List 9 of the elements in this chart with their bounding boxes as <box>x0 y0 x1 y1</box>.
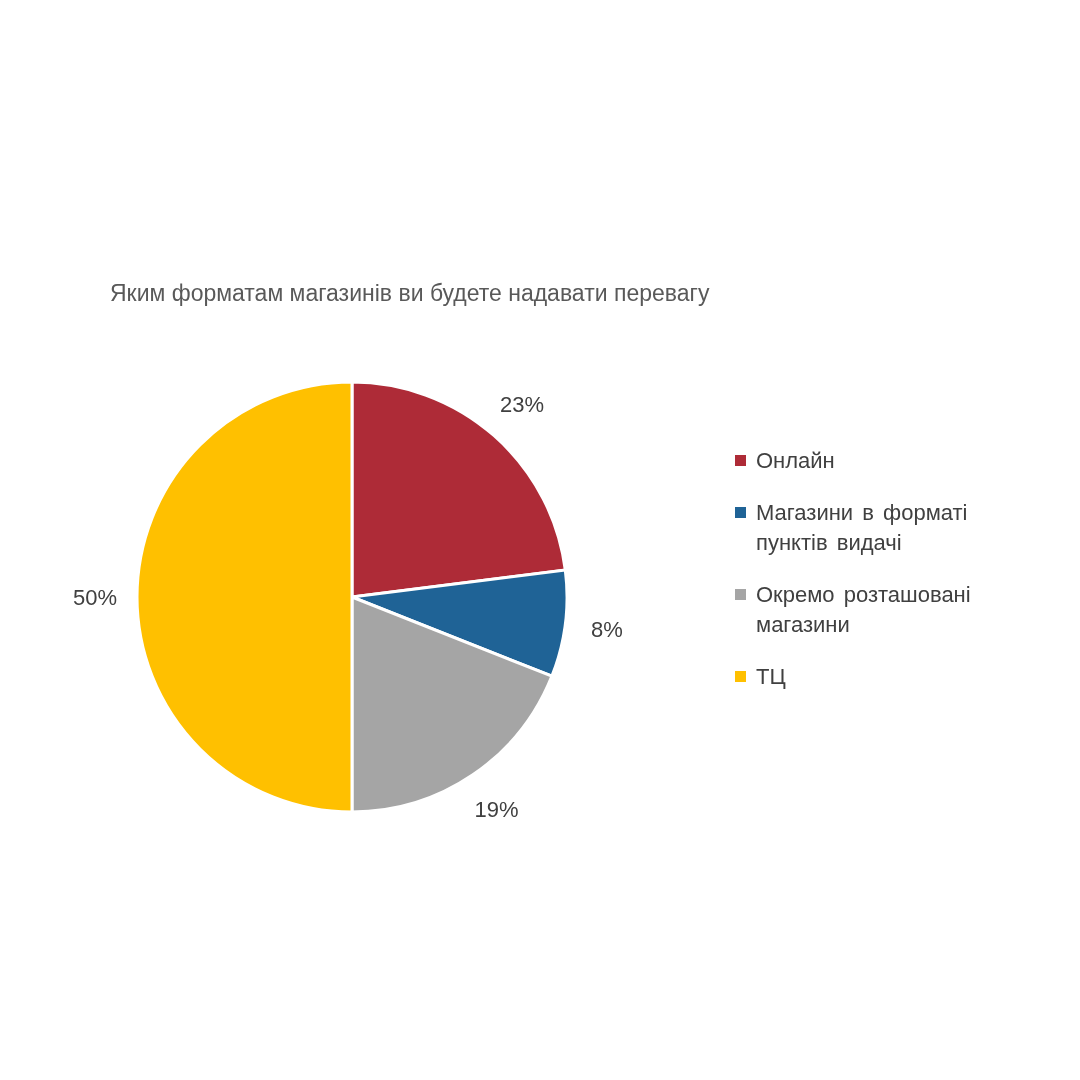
data-label: 8% <box>591 616 623 642</box>
data-label: 23% <box>499 391 544 417</box>
legend-label: ТЦ <box>756 663 786 691</box>
data-label: 19% <box>474 797 519 823</box>
legend-label: Магазини в форматі пунктів видачі <box>756 499 969 557</box>
legend-label: Окремо розташовані магазини <box>756 581 972 639</box>
legend-label: Онлайн <box>756 447 835 475</box>
data-label: 50% <box>72 584 118 610</box>
chart-title: Яким форматам магазинів ви будете надавати перевагу <box>110 280 710 307</box>
